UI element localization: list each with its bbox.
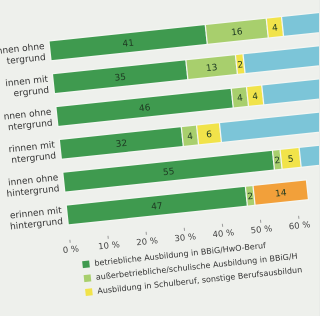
value-label: 41: [122, 39, 134, 50]
value-label: 16: [231, 27, 244, 38]
value-label: 55: [163, 167, 175, 178]
chart: nnen ohnetergrund41164innen mitergrund35…: [0, 0, 319, 316]
value-label: 46: [139, 103, 152, 114]
value-label: 2: [274, 156, 281, 167]
legend-swatch: [84, 274, 92, 282]
value-label: 13: [206, 63, 218, 74]
value-label: 35: [114, 73, 126, 84]
value-label: 14: [275, 188, 288, 199]
x-tick-label: 0 %: [62, 244, 79, 256]
value-label: 47: [151, 202, 163, 213]
value-label: 2: [237, 60, 244, 71]
value-label: 5: [287, 155, 294, 166]
legend-swatch: [82, 260, 90, 268]
page: {"chart_data": {"type": "stacked-barh", …: [0, 0, 320, 316]
value-label: 2: [247, 192, 254, 203]
value-label: 32: [115, 139, 127, 150]
legend-swatch: [85, 288, 93, 296]
